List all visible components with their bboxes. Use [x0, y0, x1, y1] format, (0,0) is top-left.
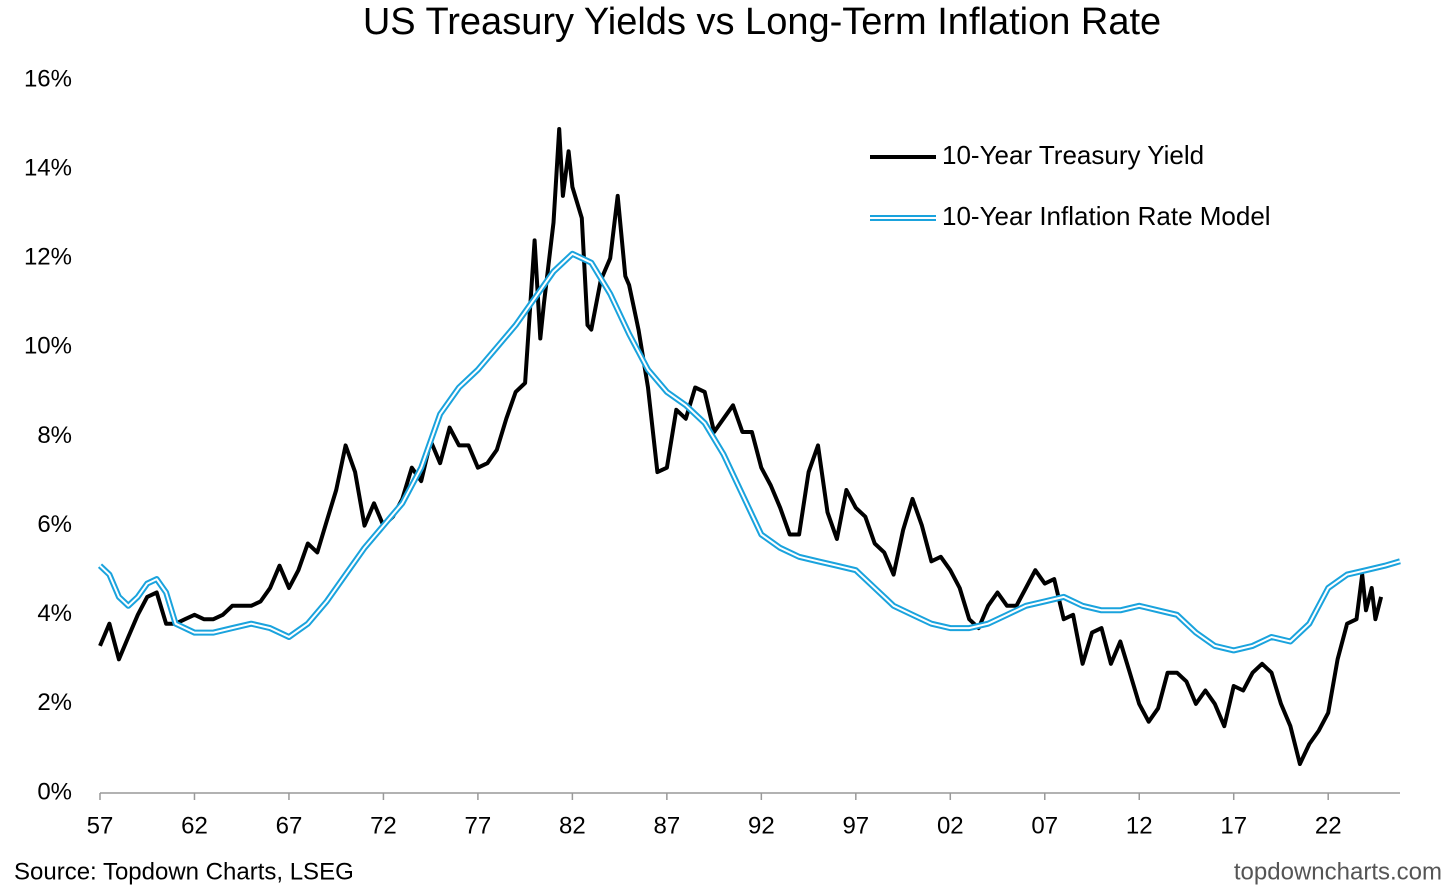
x-tick-label: 22	[1315, 812, 1342, 839]
series-line	[98, 127, 1384, 766]
x-tick-label: 07	[1031, 812, 1058, 839]
y-tick-label: 8%	[37, 422, 72, 449]
series-line	[97, 250, 1401, 654]
watermark: topdowncharts.com	[1234, 858, 1442, 885]
chart-title: US Treasury Yields vs Long-Term Inflatio…	[363, 1, 1161, 43]
x-tick-label: 02	[937, 812, 964, 839]
y-tick-label: 6%	[37, 511, 72, 538]
x-tick-label: 82	[559, 812, 586, 839]
x-tick-label: 12	[1126, 812, 1153, 839]
legend-label: 10-Year Treasury Yield	[942, 140, 1204, 170]
x-tick-label: 62	[181, 812, 208, 839]
y-tick-label: 10%	[24, 333, 72, 360]
legend-label: 10-Year Inflation Rate Model	[942, 201, 1271, 231]
y-tick-label: 14%	[24, 154, 72, 181]
series-line-inner	[99, 252, 1401, 652]
x-tick-label: 92	[748, 812, 775, 839]
y-tick-label: 12%	[24, 244, 72, 271]
x-tick-label: 67	[276, 812, 303, 839]
y-tick-label: 4%	[37, 600, 72, 627]
y-tick-label: 0%	[37, 778, 72, 805]
x-tick-label: 87	[654, 812, 681, 839]
source-note: Source: Topdown Charts, LSEG	[14, 858, 354, 885]
x-tick-label: 72	[370, 812, 397, 839]
x-tick-label: 77	[465, 812, 492, 839]
x-tick-label: 97	[842, 812, 869, 839]
x-tick-label: 17	[1220, 812, 1247, 839]
y-tick-label: 2%	[37, 689, 72, 716]
y-tick-label: 16%	[24, 65, 72, 92]
x-tick-label: 57	[87, 812, 114, 839]
